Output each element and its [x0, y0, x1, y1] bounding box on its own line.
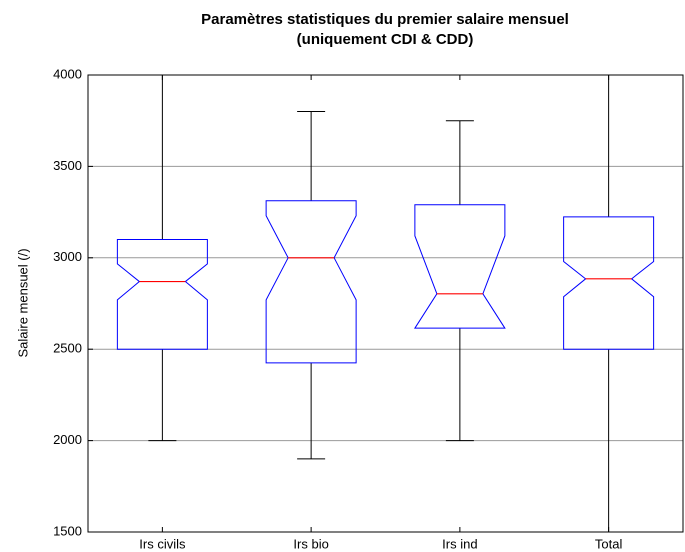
box [265, 200, 357, 364]
y-tick-label: 3500 [53, 158, 82, 173]
y-tick-label: 2500 [53, 341, 82, 356]
x-tick-label: Irs bio [293, 536, 328, 551]
y-tick-label: 2000 [53, 432, 82, 447]
y-tick-label: 3000 [53, 249, 82, 264]
chart-title: Paramètres statistiques du premier salai… [201, 11, 569, 28]
y-tick-label: 4000 [53, 66, 82, 81]
box [413, 204, 506, 329]
chart-subtitle: (uniquement CDI & CDD) [297, 31, 474, 48]
y-axis-label: Salaire mensuel (/) [15, 248, 30, 357]
box [563, 216, 655, 350]
plot-frame [87, 74, 684, 533]
y-tick-label: 1500 [53, 523, 82, 538]
x-tick-label: Total [595, 536, 623, 551]
box [116, 239, 208, 350]
x-tick-label: Irs civils [139, 536, 186, 551]
x-tick-label: Irs ind [442, 536, 477, 551]
